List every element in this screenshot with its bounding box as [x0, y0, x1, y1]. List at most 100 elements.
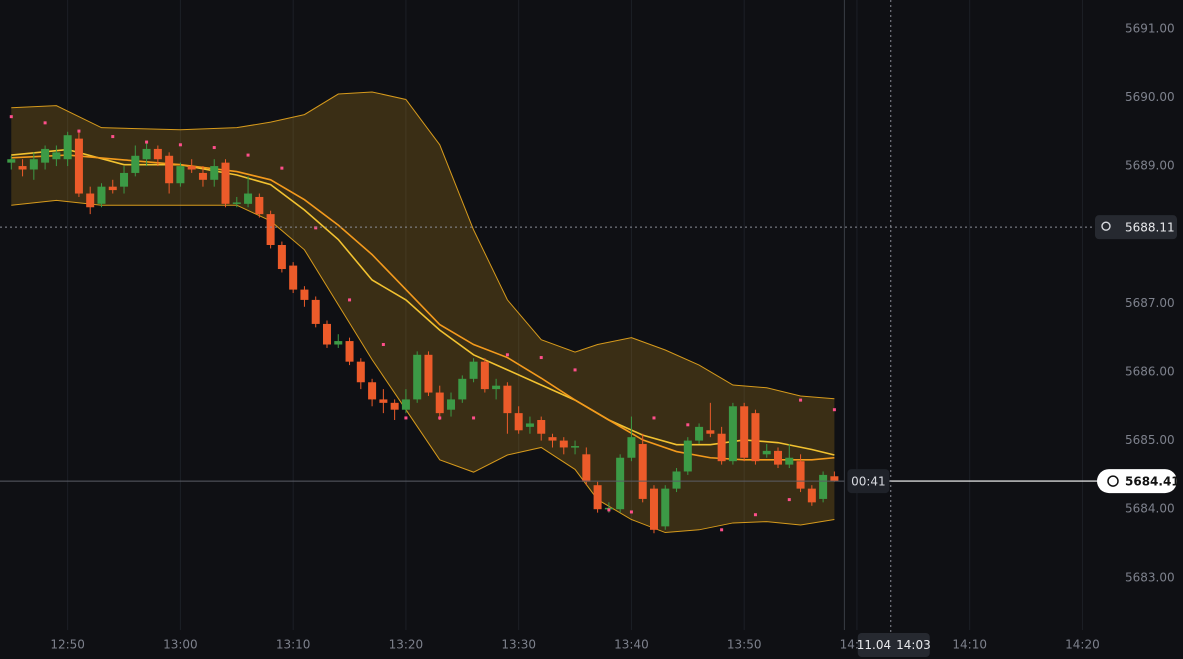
candle-body	[255, 196, 264, 215]
candle-body	[751, 413, 760, 462]
sar-dot	[381, 343, 385, 347]
candle-body	[525, 423, 534, 427]
candle-body	[582, 454, 591, 482]
candle-body	[86, 193, 95, 208]
candle-body	[108, 186, 117, 191]
sar-dot	[280, 166, 284, 170]
price-box	[1097, 469, 1177, 494]
sar-dot	[720, 528, 724, 532]
candle-body	[401, 399, 410, 410]
grid: 5683.00 5684.00 5685.00 5686.00 5687.00 5688.…	[50, 0, 1175, 652]
countdown: 00:41	[851, 475, 886, 489]
sar-dot	[178, 143, 182, 147]
band-lower	[11, 199, 835, 534]
candle-body	[571, 446, 580, 448]
sar-dot	[505, 353, 509, 357]
candle-body	[277, 245, 286, 270]
candle-body	[627, 437, 636, 458]
crosshair-time: 11.04 14:03	[857, 638, 931, 652]
candle-body	[334, 341, 343, 345]
candle-body	[661, 488, 670, 527]
candle-body	[740, 406, 749, 458]
candle-body	[356, 361, 365, 383]
y-tick-label: 5689.00	[1125, 159, 1175, 173]
sar-dot	[348, 298, 352, 302]
crosshair-price: 5688.11	[1125, 221, 1175, 235]
x-tick-label: 12:50	[50, 638, 85, 652]
sar-dot	[832, 408, 836, 412]
candle-body	[390, 402, 399, 410]
y-tick-label: 5683.00	[1125, 570, 1175, 584]
candle-body	[131, 155, 140, 173]
sar-dot	[607, 508, 611, 512]
sar-dot	[539, 356, 543, 360]
candle-body	[41, 148, 50, 163]
candle-body	[559, 440, 568, 448]
y-tick-label: 5686.00	[1125, 364, 1175, 378]
band-upper	[11, 91, 835, 400]
candle-body	[548, 437, 557, 441]
candle-body	[74, 138, 83, 194]
candle-body	[830, 476, 839, 482]
candle-body	[7, 159, 16, 163]
sar-dot	[799, 398, 803, 402]
candle-body	[785, 457, 794, 465]
sar-dot	[246, 153, 250, 157]
candle-body	[796, 461, 805, 489]
countdown-box	[847, 469, 890, 494]
candle-body	[593, 485, 602, 510]
y-tick-label: 5691.00	[1125, 21, 1175, 35]
sar-dot	[43, 121, 47, 125]
candle-body	[492, 385, 501, 390]
candle-body	[503, 385, 512, 414]
candle-body	[774, 450, 783, 465]
candle-body	[232, 202, 241, 204]
candle-body	[807, 488, 816, 503]
candle-body	[322, 323, 331, 345]
x-tick-label: 14:10	[952, 638, 987, 652]
candle-body	[97, 186, 106, 204]
y-tick-label: 5690.00	[1125, 90, 1175, 104]
y-tick-label: 5684.00	[1125, 502, 1175, 516]
candle-body	[210, 166, 219, 180]
crosshair-date: 11.04	[857, 638, 891, 652]
candle-body	[480, 361, 489, 390]
sar-dot	[404, 416, 408, 420]
candle-body	[120, 172, 129, 187]
sar-dot	[314, 226, 318, 230]
sar-dot	[652, 416, 656, 420]
candle-body	[638, 444, 647, 499]
candle-body	[221, 162, 230, 204]
candle-body	[458, 378, 467, 400]
candle-body	[717, 433, 726, 462]
x-tick-label: 13:50	[727, 638, 762, 652]
sar-dot	[472, 416, 476, 420]
sar-dot	[145, 140, 149, 144]
candle-body	[469, 361, 478, 379]
candle-body	[706, 430, 715, 434]
sar-dot	[629, 510, 633, 514]
candle-body	[345, 341, 354, 362]
candle-body	[447, 399, 456, 410]
x-tick-label: 13:40	[614, 638, 649, 652]
candle-body	[244, 193, 253, 204]
candle-body	[537, 420, 546, 434]
candle-body	[289, 265, 298, 290]
candle-body	[683, 440, 692, 472]
candle-body	[311, 299, 320, 324]
sar-dot	[753, 513, 757, 517]
candle-body	[728, 406, 737, 462]
crosshair-clock: 14:03	[896, 638, 931, 652]
bollinger-bands	[11, 91, 835, 534]
candle-body	[142, 148, 151, 160]
bell-icon[interactable]	[1101, 221, 1111, 231]
candle-body	[695, 426, 704, 441]
candle-body	[514, 413, 523, 431]
candle-body	[413, 354, 422, 400]
last-price: 5684.41	[1125, 475, 1180, 489]
candles	[7, 131, 839, 534]
crosshair-time-box	[857, 633, 930, 657]
parabolic-sar	[9, 115, 836, 532]
